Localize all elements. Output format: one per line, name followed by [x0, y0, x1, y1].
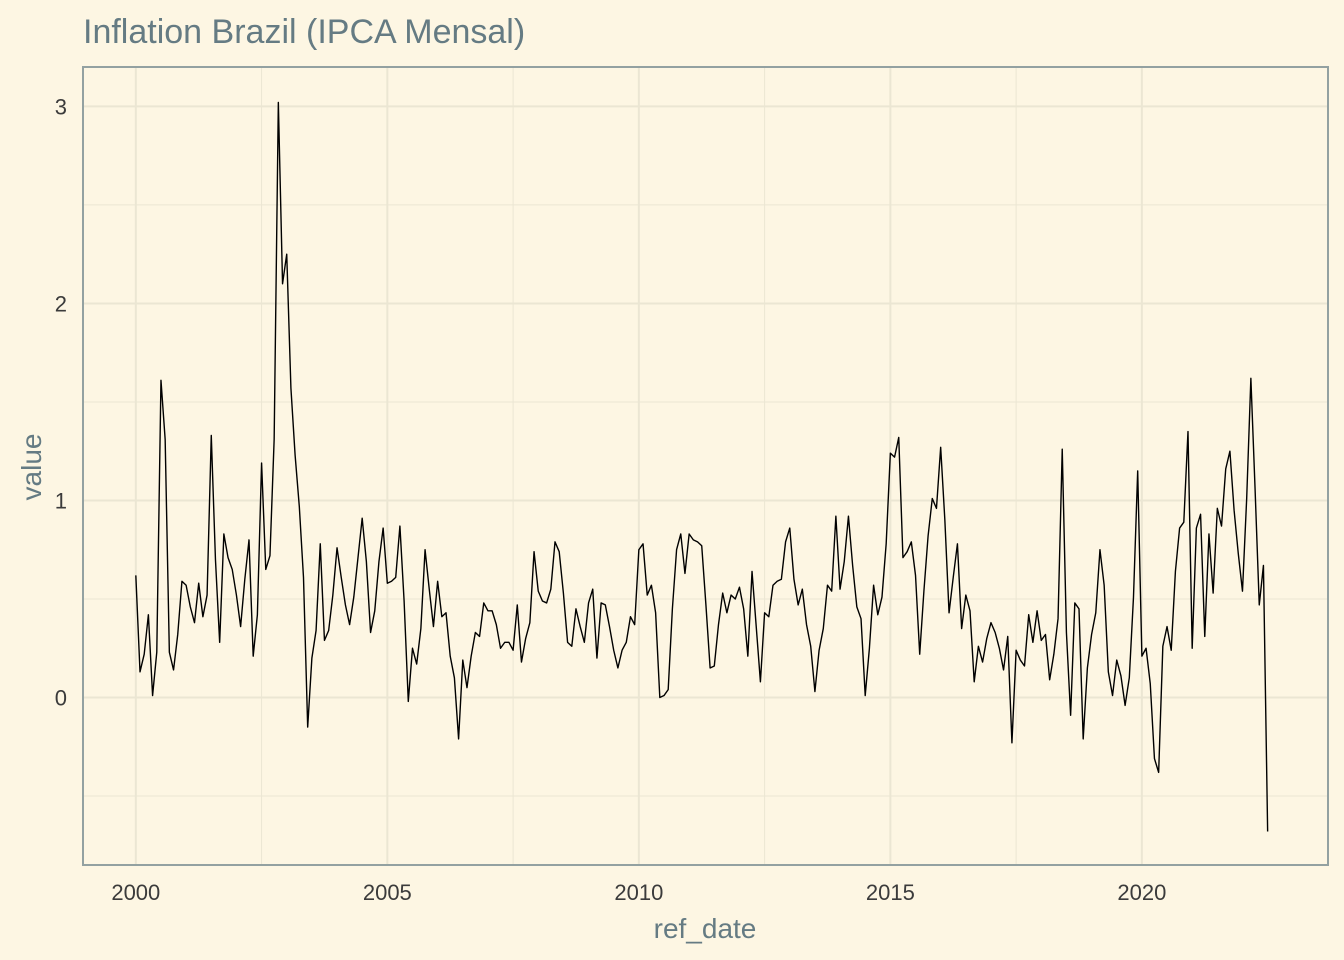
x-tick-label: 2010 — [614, 880, 663, 905]
y-tick-label: 0 — [55, 686, 67, 711]
x-tick-label: 2005 — [363, 880, 412, 905]
y-tick-label: 3 — [55, 94, 67, 119]
panel-border — [82, 66, 1329, 866]
x-tick-label: 2000 — [111, 880, 160, 905]
x-tick-label: 2020 — [1117, 880, 1166, 905]
y-axis-title: value — [16, 434, 47, 501]
y-tick-label: 2 — [55, 291, 67, 316]
x-axis: 2000 2005 2010 2015 2020 — [111, 880, 1166, 905]
series-line — [135, 101, 1269, 832]
y-axis: 0 1 2 3 — [55, 94, 67, 710]
grid-lines — [83, 67, 1328, 865]
y-tick-label: 1 — [55, 488, 67, 513]
chart-title: Inflation Brazil (IPCA Mensal) — [83, 13, 525, 51]
x-tick-label: 2015 — [866, 880, 915, 905]
x-axis-title: ref_date — [654, 913, 757, 944]
